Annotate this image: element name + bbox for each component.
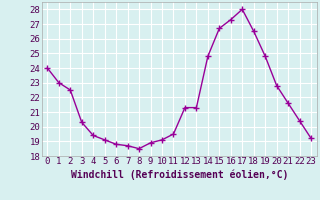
X-axis label: Windchill (Refroidissement éolien,°C): Windchill (Refroidissement éolien,°C) [70,169,288,180]
